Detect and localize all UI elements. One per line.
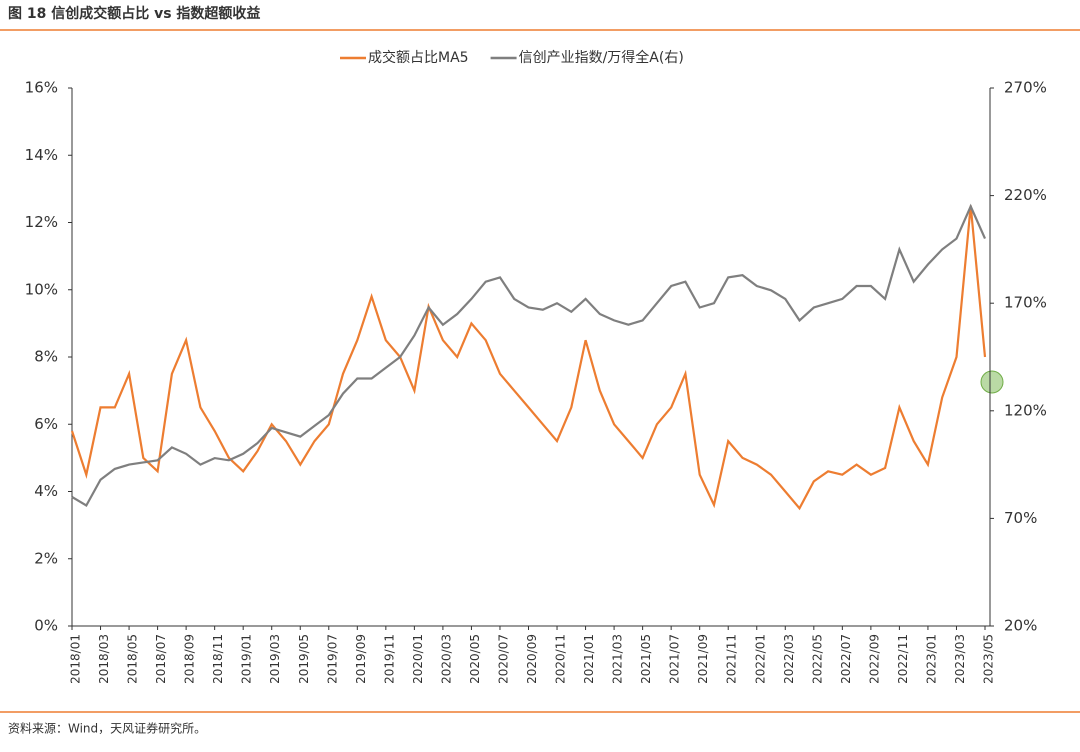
x-tick-label: 2021/03 [611, 634, 625, 684]
x-tick-label: 2019/11 [382, 634, 396, 684]
x-tick-label: 2022/05 [810, 634, 824, 684]
x-tick-label: 2019/09 [354, 634, 368, 684]
y2-tick-label: 120% [1004, 401, 1047, 419]
x-tick-label: 2022/01 [753, 634, 767, 684]
x-tick-label: 2021/09 [696, 634, 710, 684]
legend-label: 成交额占比MA5 [368, 49, 469, 66]
highlight-circle [980, 370, 1004, 394]
series-line [70, 205, 987, 511]
y-tick-label: 0% [34, 617, 58, 635]
y-tick-label: 4% [34, 482, 58, 500]
y-tick-label: 12% [25, 213, 58, 231]
series-line [71, 203, 987, 508]
x-tick-label: 2018/09 [183, 634, 197, 684]
y2-tick-label: 70% [1004, 509, 1037, 527]
x-tick-label: 2019/01 [240, 634, 254, 684]
y2-tick-label: 170% [1004, 294, 1047, 312]
x-tick-label: 2020/09 [525, 634, 539, 684]
x-tick-label: 2018/03 [97, 634, 111, 684]
x-tick-label: 2020/01 [411, 634, 425, 684]
y-tick-label: 14% [25, 146, 58, 164]
x-tick-label: 2018/11 [211, 634, 225, 684]
x-tick-label: 2019/05 [297, 634, 311, 684]
x-tick-label: 2020/03 [439, 634, 453, 684]
x-tick-label: 2021/05 [639, 634, 653, 684]
y2-tick-label: 270% [1004, 79, 1047, 97]
x-tick-label: 2021/01 [582, 634, 596, 684]
x-tick-label: 2019/03 [268, 634, 282, 684]
x-tick-label: 2023/03 [953, 634, 967, 684]
legend-label: 信创产业指数/万得全A(右) [519, 49, 684, 66]
x-tick-label: 2018/07 [154, 634, 168, 684]
x-tick-label: 2020/07 [496, 634, 510, 684]
x-tick-label: 2021/11 [725, 634, 739, 684]
x-tick-label: 2019/07 [325, 634, 339, 684]
x-tick-label: 2023/01 [924, 634, 938, 684]
y-tick-label: 10% [25, 280, 58, 298]
x-tick-label: 2022/07 [839, 634, 853, 684]
y2-tick-label: 220% [1004, 186, 1047, 204]
x-tick-label: 2020/11 [554, 634, 568, 684]
chart-title: 图 18 信创成交额占比 vs 指数超额收益 [8, 5, 260, 22]
y-tick-label: 6% [34, 415, 58, 433]
x-tick-label: 2018/01 [69, 634, 83, 684]
x-tick-label: 2022/11 [896, 634, 910, 684]
source-note: 资料来源：Wind，天风证券研究所。 [8, 721, 206, 736]
y-tick-label: 16% [25, 79, 58, 97]
y-tick-label: 2% [34, 549, 58, 567]
y2-tick-label: 20% [1004, 617, 1037, 635]
x-tick-label: 2021/07 [668, 634, 682, 684]
x-tick-label: 2020/05 [468, 634, 482, 684]
x-tick-label: 2022/03 [782, 634, 796, 684]
x-tick-label: 2023/05 [982, 634, 996, 684]
y-tick-label: 8% [34, 348, 58, 366]
x-tick-label: 2018/05 [126, 634, 140, 684]
x-tick-label: 2022/09 [867, 634, 881, 684]
